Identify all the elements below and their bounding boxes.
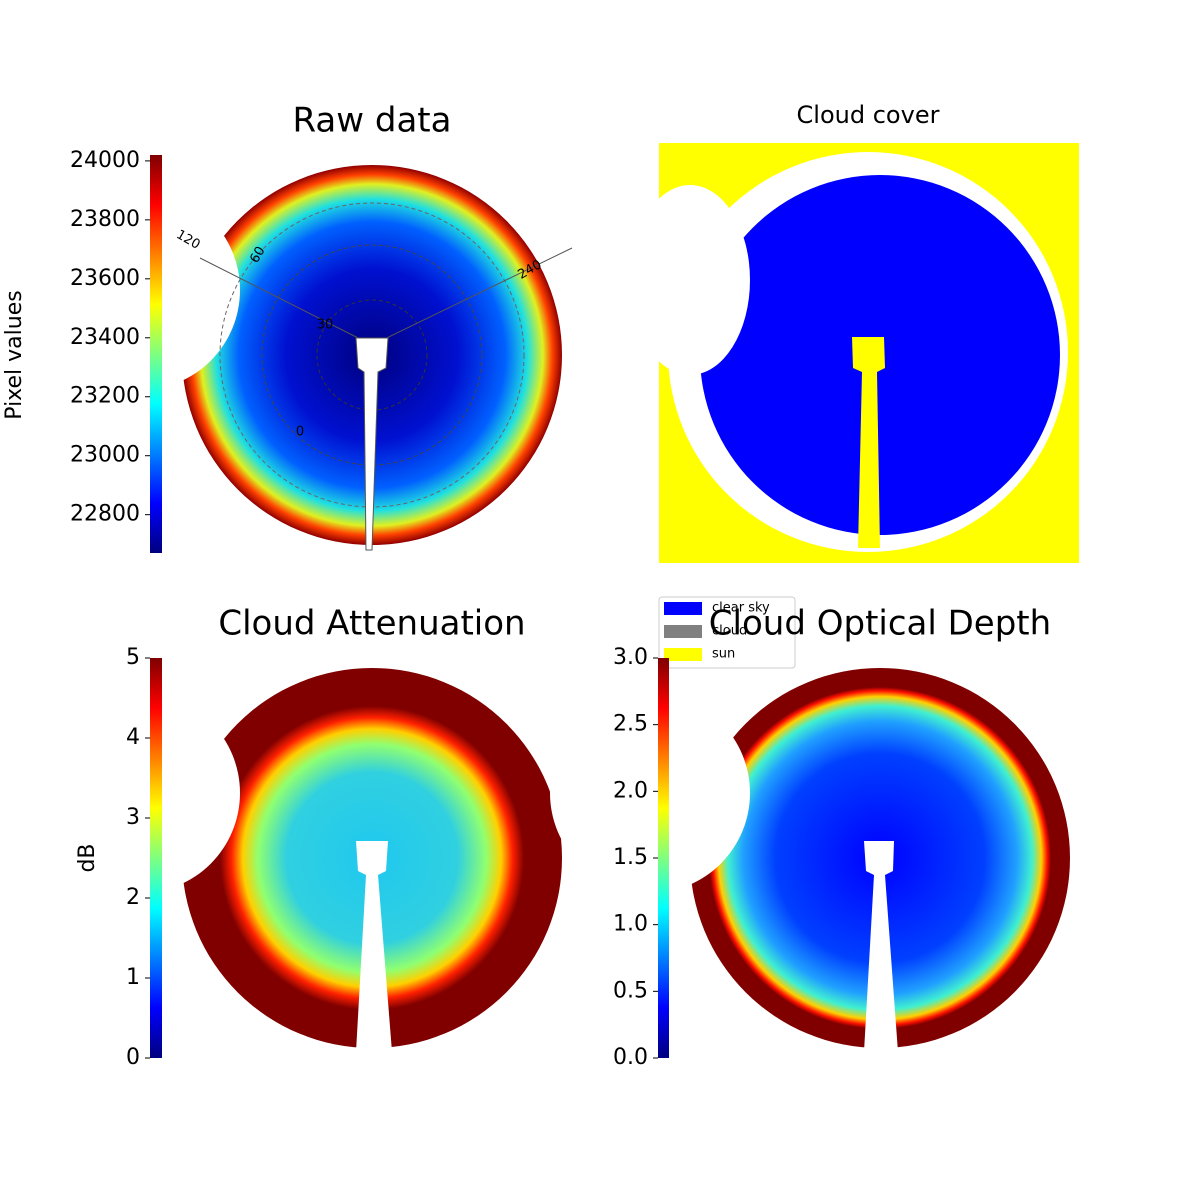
legend-patch bbox=[664, 625, 702, 638]
panel-title: Cloud Optical Depth bbox=[709, 604, 1051, 644]
colorbar bbox=[150, 155, 162, 553]
colorbar-tick-label: 4 bbox=[126, 725, 140, 750]
colorbar-tick-label: 3.0 bbox=[613, 645, 648, 670]
colorbar-tick-label: 22800 bbox=[70, 502, 140, 527]
colorbar-tick-label: 1.0 bbox=[613, 912, 648, 937]
legend-patch bbox=[664, 602, 702, 615]
polar-label: 0 bbox=[296, 425, 304, 440]
colorbar-tick-label: 23400 bbox=[70, 325, 140, 350]
polar-label: 60 bbox=[247, 244, 268, 266]
colorbar-label: dB bbox=[75, 843, 100, 872]
colorbar-tick-label: 24000 bbox=[70, 148, 140, 173]
colorbar bbox=[658, 658, 669, 1058]
colorbar-tick-label: 1 bbox=[126, 965, 140, 990]
colorbar-tick-label: 0 bbox=[126, 1045, 140, 1070]
panel-title: Raw data bbox=[293, 101, 452, 141]
colorbar-label: Pixel values bbox=[2, 290, 27, 419]
optical-depth-image bbox=[550, 668, 1070, 1052]
legend-label: cloud bbox=[712, 624, 747, 639]
colorbar-tick-label: 23200 bbox=[70, 384, 140, 409]
attenuation-image bbox=[40, 668, 562, 1052]
colorbar-tick-label: 3 bbox=[126, 805, 140, 830]
colorbar-tick-label: 23000 bbox=[70, 443, 140, 468]
colorbar bbox=[150, 658, 162, 1058]
colorbar-tick-label: 23800 bbox=[70, 207, 140, 232]
panel-title: Cloud cover bbox=[797, 101, 940, 129]
legend-label: sun bbox=[712, 647, 735, 662]
colorbar-tick-label: 2.0 bbox=[613, 778, 648, 803]
colorbar-tick-label: 2.5 bbox=[613, 712, 648, 737]
polar-label: 30 bbox=[317, 318, 334, 333]
legend-patch bbox=[664, 648, 702, 661]
cloud-cover-image bbox=[630, 143, 1079, 563]
colorbar-tick-label: 0.5 bbox=[613, 978, 648, 1003]
colorbar-tick-label: 1.5 bbox=[613, 845, 648, 870]
colorbar-tick-label: 5 bbox=[126, 645, 140, 670]
panel-title: Cloud Attenuation bbox=[218, 604, 525, 644]
colorbar-tick-label: 0.0 bbox=[613, 1045, 648, 1070]
legend-label: clear sky bbox=[712, 601, 770, 616]
colorbar-tick-label: 2 bbox=[126, 885, 140, 910]
raw-image bbox=[40, 165, 573, 551]
colorbar-tick-label: 23600 bbox=[70, 266, 140, 291]
